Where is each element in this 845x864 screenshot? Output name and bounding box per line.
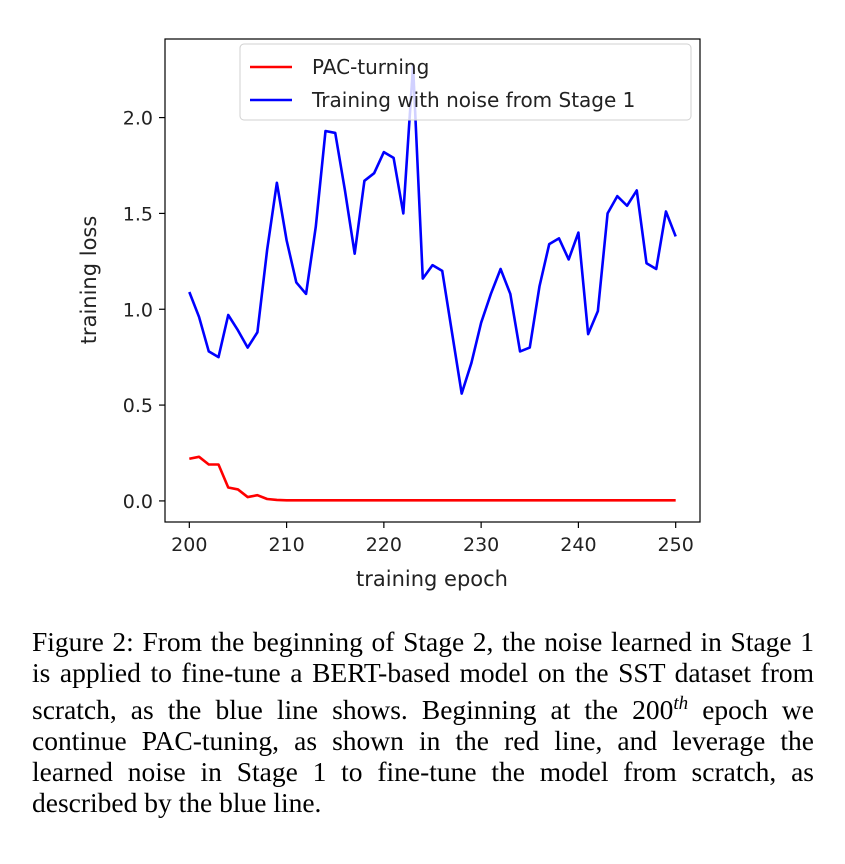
y-axis-label: training loss [77,216,101,345]
y-tick-label-1: 0.5 [123,395,153,417]
x-tick-label-220: 220 [366,534,402,556]
caption-superscript: th [673,693,689,714]
y-tick-label-2: 1.0 [123,299,153,321]
y-tick-label-3: 1.5 [123,203,153,225]
x-tick-label-210: 210 [268,534,304,556]
legend-label-training-noise: Training with noise from Stage 1 [311,88,635,112]
legend: PAC-turning Training with noise from Sta… [239,43,692,121]
training-noise-line [188,64,677,395]
ticks: 200 210 220 230 240 250 0.0 0.5 1.0 1.5 2.0 [123,108,694,556]
figure-caption: Figure 2: From the beginning of Stage 2,… [32,626,814,818]
legend-box [239,43,692,121]
plot-frame [164,38,701,523]
series-lines [188,64,677,502]
x-tick-label-250: 250 [658,534,694,556]
x-tick-label-230: 230 [463,534,499,556]
pac-turning-line [189,455,676,502]
x-tick-label-200: 200 [171,534,207,556]
caption-text-part1: From the beginning of Stage 2, the noise… [32,626,814,726]
x-tick-label-240: 240 [560,534,596,556]
caption-label: Figure 2: [32,626,134,657]
x-axis-label: training epoch [356,567,508,591]
legend-label-pac-turning: PAC-turning [312,55,429,79]
caption-text-part2: epoch we continue PAC-tuning, as shown i… [32,694,814,819]
y-tick-label-0: 0.0 [123,491,153,513]
y-tick-label-4: 2.0 [123,108,153,130]
chart: 200 210 220 230 240 250 0.0 0.5 1.0 1.5 2.0 traini… [77,38,701,591]
